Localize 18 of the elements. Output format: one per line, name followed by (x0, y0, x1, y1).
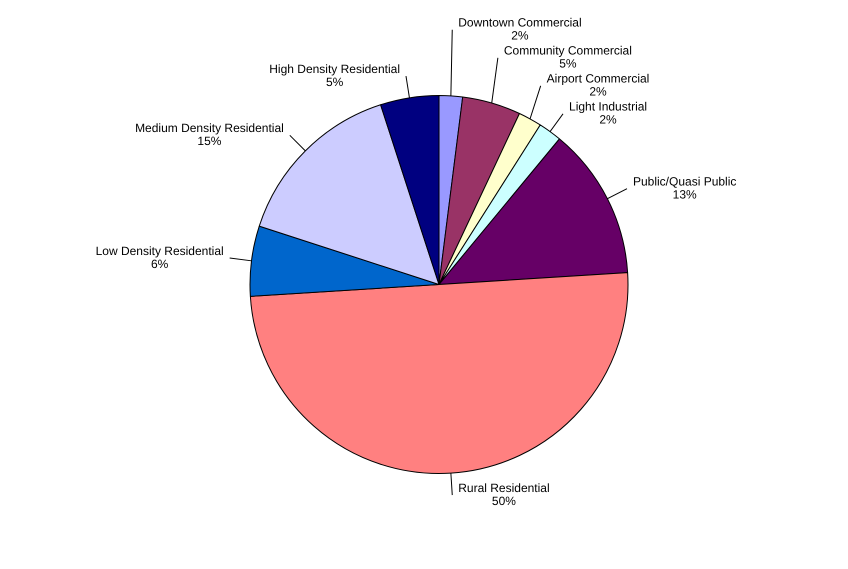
slice-label: Airport Commercial (546, 72, 650, 86)
data-label: 6% (150, 256, 169, 271)
slice-label: Low Density Residential (96, 244, 224, 258)
data-label: 5% (559, 56, 577, 71)
data-label: 13% (672, 188, 698, 202)
slice-label: High Density Residential (269, 62, 400, 76)
data-label: 15% (197, 134, 222, 148)
data-label: 5% (326, 74, 344, 89)
data-label: 2% (599, 112, 618, 127)
data-label: 50% (492, 494, 516, 508)
slice-label: Public/Quasi Public (633, 174, 736, 189)
data-label: 2% (589, 84, 607, 99)
data-label: 2% (511, 28, 529, 43)
slice-label: Community Commercial (504, 44, 632, 58)
slice-label: Medium Density Residential (135, 121, 284, 136)
slice-label: Downtown Commercial (458, 16, 582, 30)
slice-label: Rural Residential (458, 480, 550, 495)
slice-label: Light Industrial (569, 100, 648, 114)
